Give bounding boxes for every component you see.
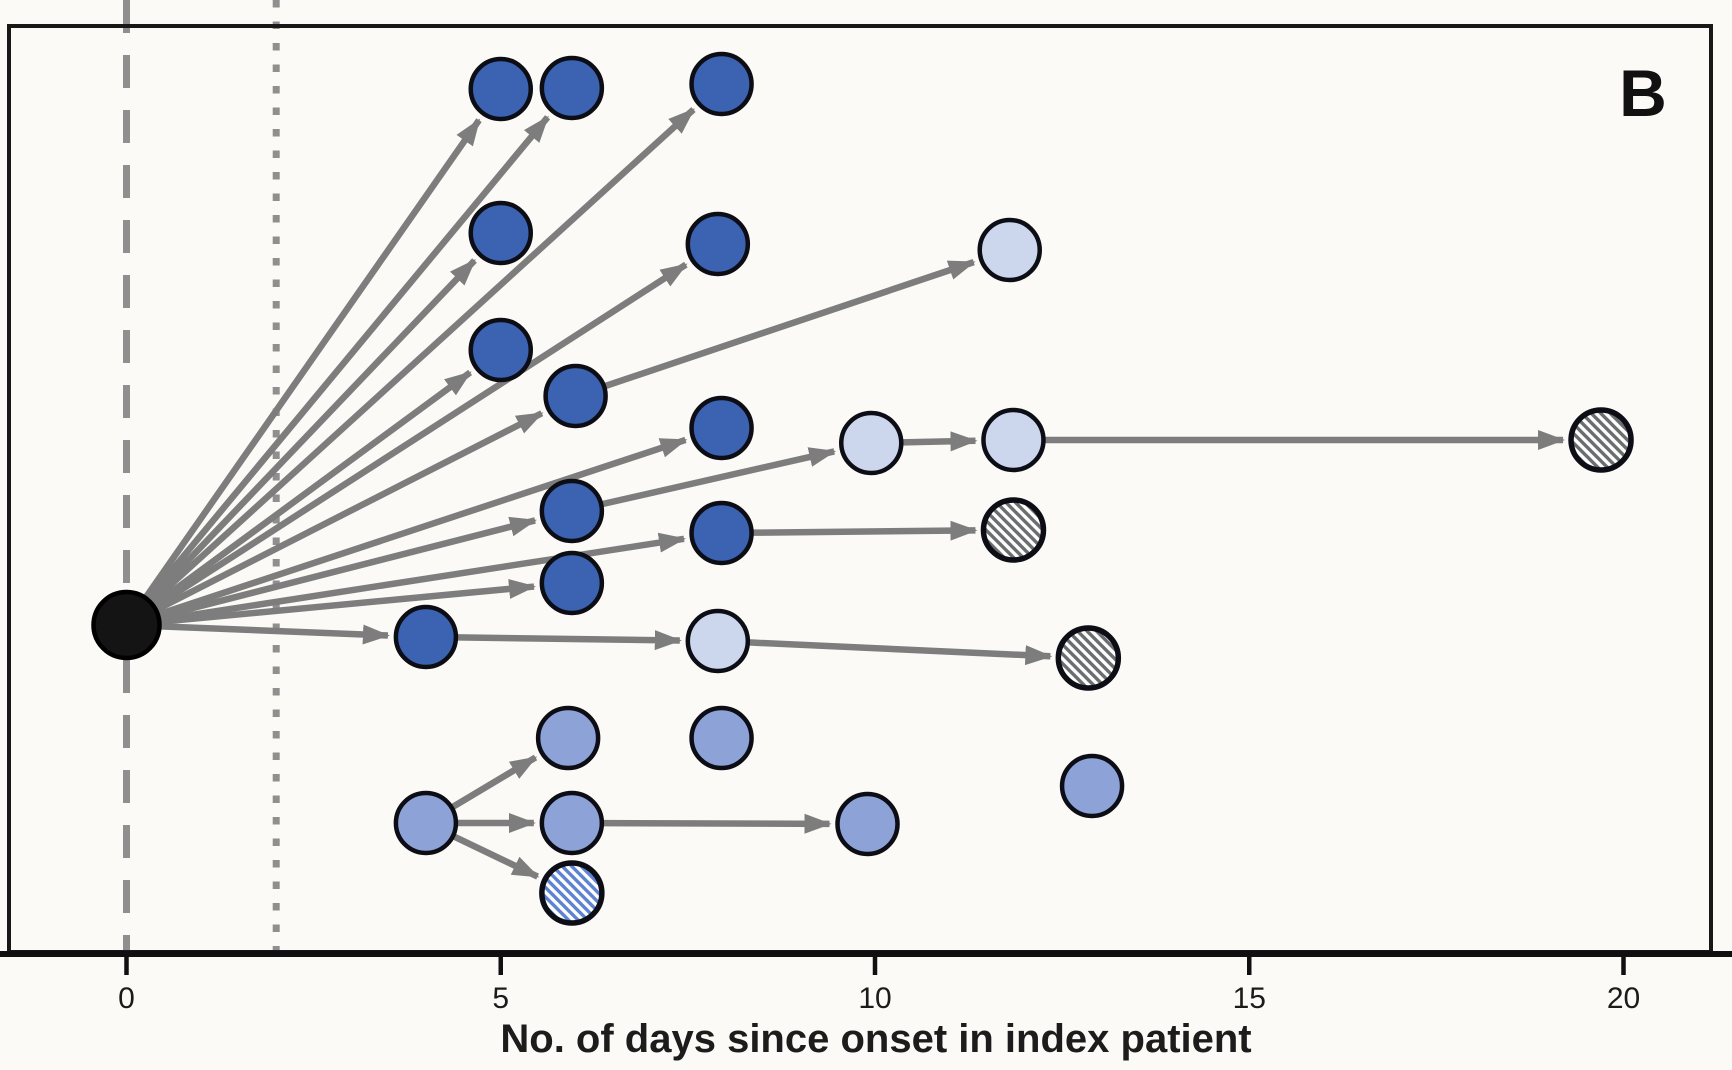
transmission-arrow-idx-s8: [157, 436, 688, 618]
transmission-arrow-idx-s4: [147, 258, 477, 603]
x-axis-tick-label-5: 5: [492, 982, 509, 1015]
transmission-arrows: [143, 107, 1566, 880]
case-node-s4-secondary: [468, 200, 533, 266]
case-node-s5-secondary: [685, 211, 751, 277]
transmission-arrow-idx-s9: [158, 516, 537, 620]
transmission-arrow-idx-s1: [143, 118, 482, 599]
transmission-arrow-s10-h1: [752, 520, 978, 541]
case-node-s3-secondary: [689, 51, 754, 117]
transmission-arrow-c3-c4: [602, 813, 832, 834]
case-node-c2-cluster: [535, 705, 601, 771]
case-node-s9-secondary: [539, 478, 605, 544]
transmission-arrow-idx-s7: [155, 410, 544, 613]
transmission-arrow-t2-t3: [902, 431, 978, 452]
case-node-c4-cluster: [835, 791, 900, 857]
case-node-c1-cluster: [393, 790, 459, 856]
transmission-arrow-s7-t1: [603, 259, 976, 390]
case-node-h2-hatched_gray: [1055, 625, 1122, 691]
reference-lines: [123, 0, 280, 951]
case-node-s1-secondary: [468, 56, 533, 122]
case-node-s8-secondary: [689, 395, 754, 461]
x-axis-label: No. of days since onset in index patient: [500, 1017, 1251, 1061]
case-node-h3-hatched_gray: [1568, 407, 1634, 473]
case-node-idx-index: [91, 589, 162, 661]
x-axis-tick-label-0: 0: [118, 982, 135, 1015]
case-node-c3-cluster: [539, 790, 605, 856]
x-axis-tick-label-20: 20: [1607, 982, 1640, 1015]
case-node-s12-secondary: [393, 604, 459, 670]
transmission-arrow-idx-s5: [153, 261, 688, 610]
case-node-s10-secondary: [689, 500, 754, 566]
case-node-t4-tertiary: [685, 608, 751, 674]
case-nodes: [91, 51, 1634, 926]
transmission-arrow-s12-t4: [456, 630, 682, 651]
case-node-s2-secondary: [539, 55, 605, 121]
case-node-s11-secondary: [539, 550, 605, 616]
case-node-hb-hatched_blue: [539, 860, 605, 926]
x-axis-tick-label-10: 10: [858, 982, 891, 1015]
transmission-arrow-t4-h2: [748, 639, 1053, 666]
transmission-arrow-c1-c2: [450, 754, 538, 810]
case-node-s7-secondary: [543, 363, 608, 429]
case-node-t1-tertiary: [977, 217, 1042, 283]
case-node-s6-secondary: [468, 317, 533, 383]
transmission-arrow-idx-s10: [159, 532, 686, 624]
transmission-arrow-s9-t2: [601, 447, 837, 508]
transmission-arrow-idx-s2: [145, 115, 551, 601]
panel-label: B: [1619, 56, 1667, 130]
case-node-c6-cluster: [1059, 753, 1125, 819]
case-node-t3-tertiary: [981, 407, 1046, 473]
case-node-c5-cluster: [689, 705, 754, 771]
transmission-arrow-idx-s12: [160, 623, 390, 645]
transmission-arrow-idx-s3: [149, 107, 696, 605]
case-node-t2-tertiary: [839, 410, 904, 476]
case-node-h1-hatched_gray: [980, 497, 1047, 563]
x-axis-tick-label-15: 15: [1233, 982, 1266, 1015]
axis-ticks: 0 5 10 15 20: [118, 954, 1640, 1015]
transmission-arrow-idx-s11: [160, 578, 537, 626]
transmission-arrow-c1-hb: [452, 833, 540, 880]
transmission-arrow-idx-s6: [151, 369, 473, 608]
